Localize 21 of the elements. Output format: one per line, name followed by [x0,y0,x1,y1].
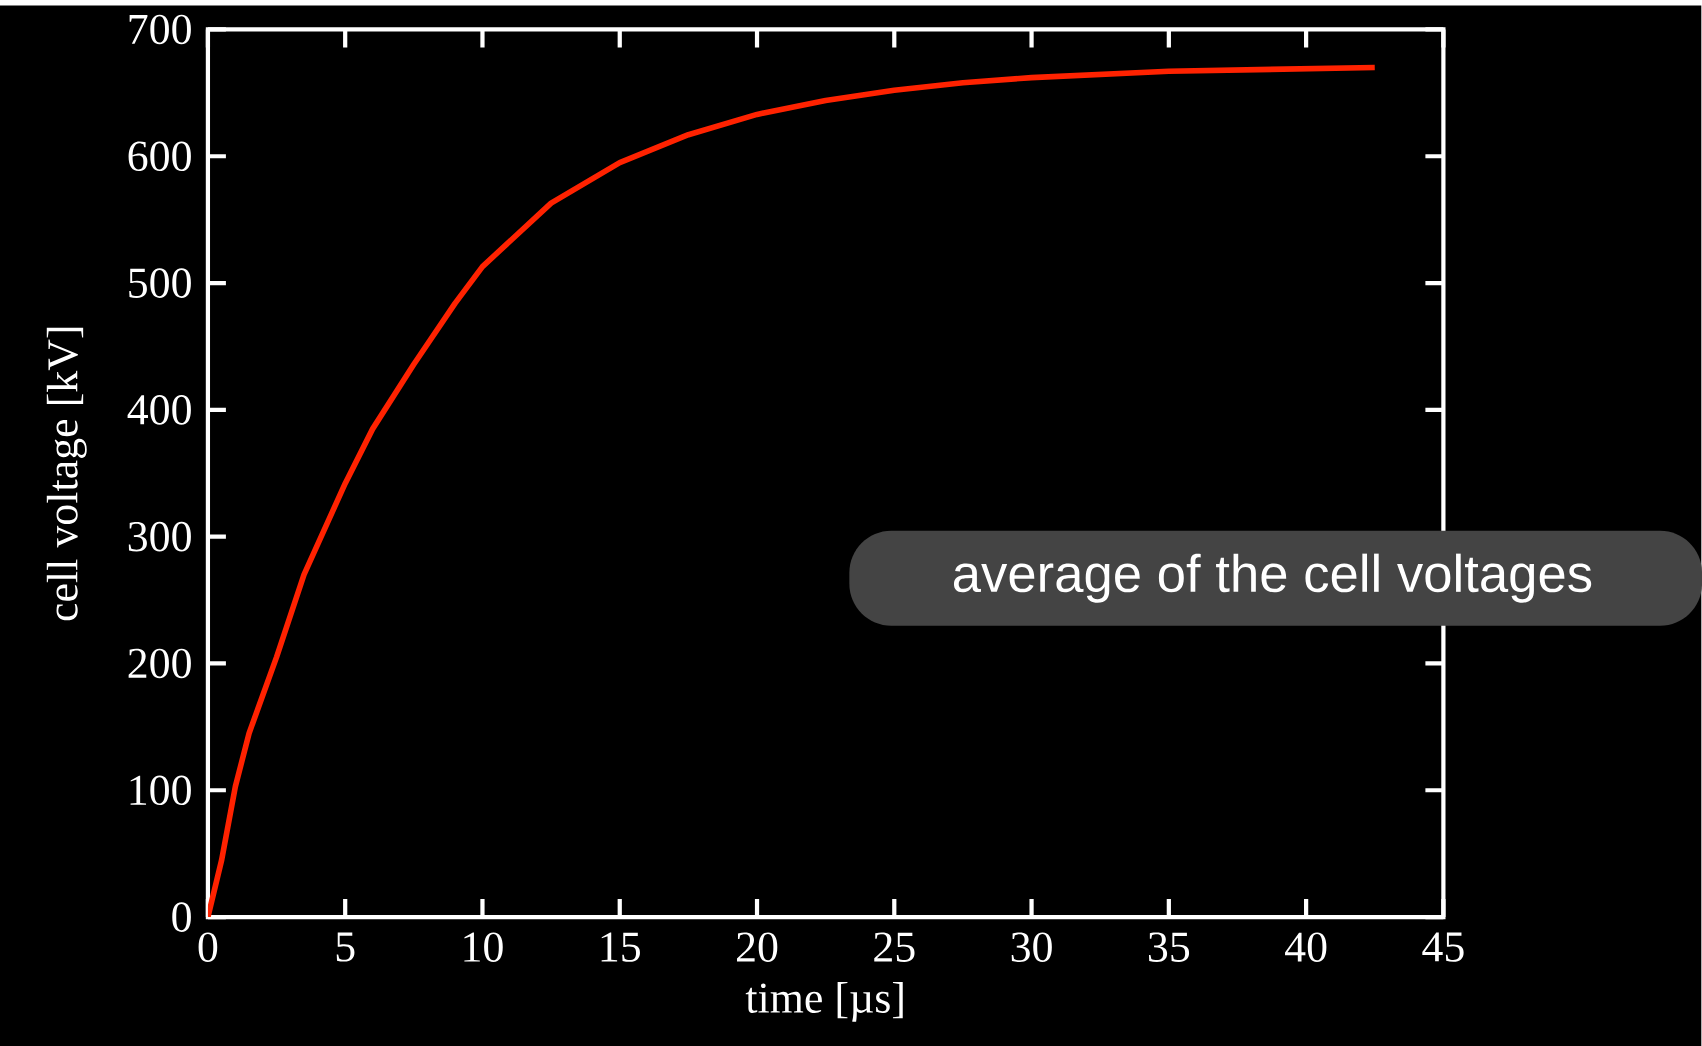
x-tick-label: 30 [1011,932,1052,963]
x-tick-label: 45 [1422,932,1464,962]
y-tick-label: 0 [172,902,191,932]
x-tick-label: 15 [601,932,640,962]
x-tick-label: 20 [736,932,778,963]
y-tick-label: 600 [128,141,191,172]
x-tick-label: 0 [198,932,218,963]
annotation: average of the cell voltages [953,553,1592,603]
y-tick-label: 300 [128,521,191,552]
x-tick-label: 35 [1148,932,1190,962]
x-tick-label: 5 [336,932,355,962]
x-axis-title: time [µs] [745,982,903,1022]
x-tick-label: 10 [464,932,503,963]
y-tick-label: 200 [128,648,191,679]
y-tick-label: 400 [127,395,191,425]
y-tick-label: 500 [129,268,191,298]
y-tick-label: 100 [130,775,191,806]
x-tick-label: 25 [874,932,915,962]
y-axis-title: cell voltage [kV] [46,327,87,621]
x-tick-label: 40 [1285,932,1327,963]
y-tick-label: 700 [129,14,191,45]
